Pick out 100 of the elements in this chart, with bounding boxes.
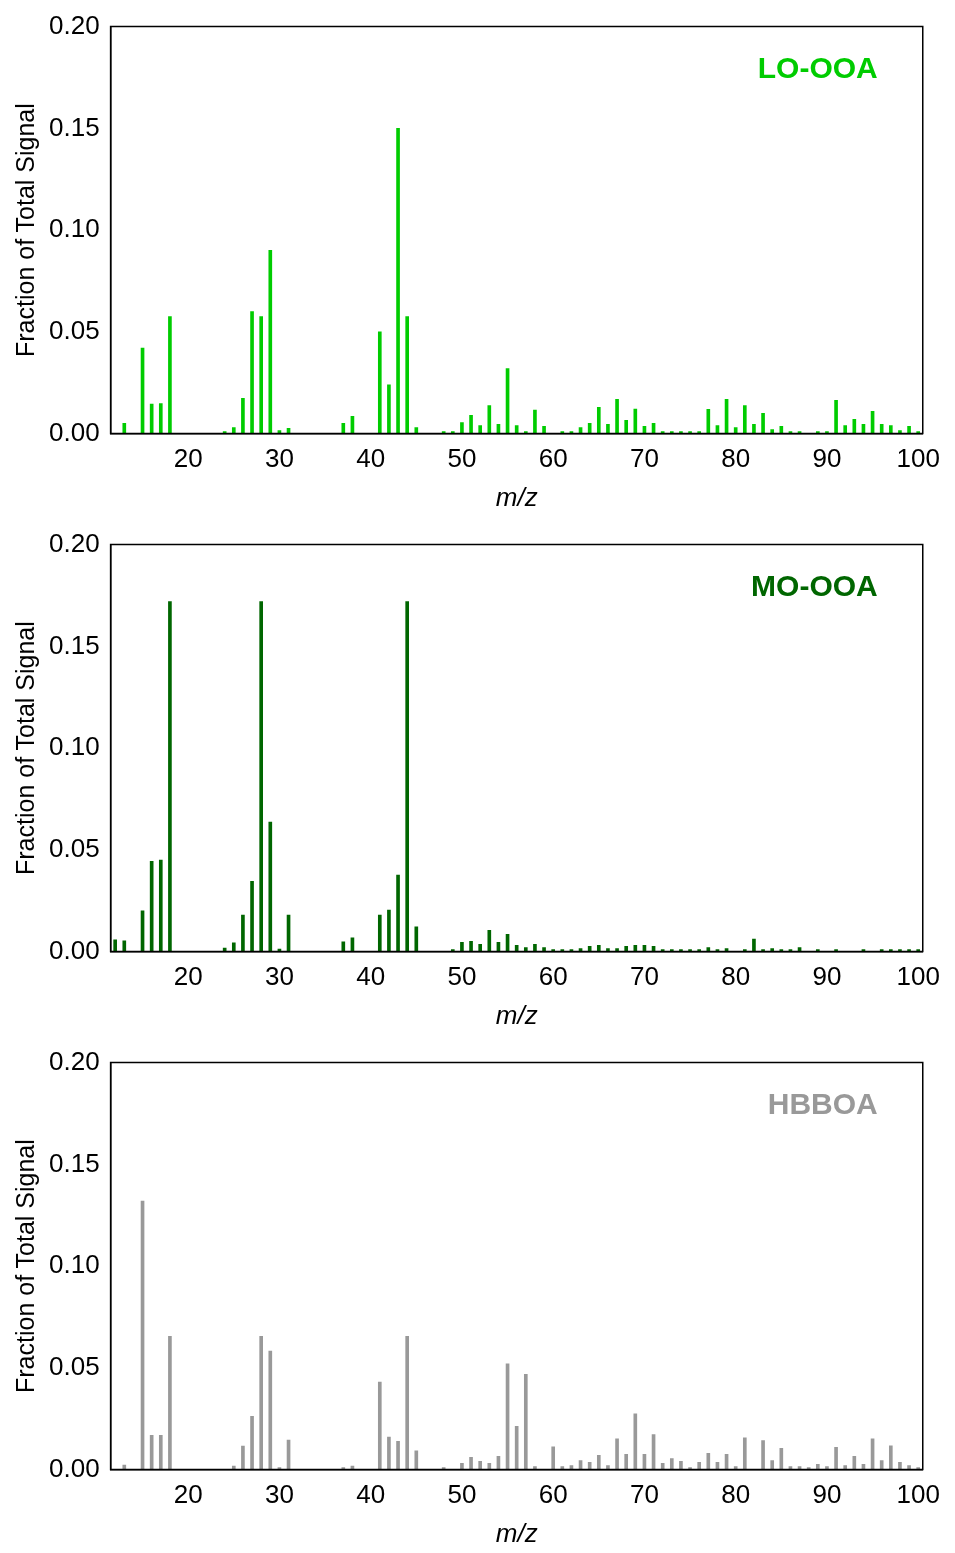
- x-tick-label: 30: [264, 443, 294, 474]
- x-tick-label: 50: [447, 1479, 477, 1510]
- x-axis-title: m/z: [495, 999, 538, 1030]
- bar: [733, 427, 738, 434]
- bar: [697, 1461, 702, 1470]
- bar: [533, 943, 537, 952]
- y-tick-label: 0.00: [48, 1452, 100, 1483]
- y-tick-label: 0.05: [48, 1351, 100, 1382]
- bar: [907, 425, 911, 434]
- bar: [606, 423, 610, 434]
- bar: [514, 425, 519, 434]
- x-tick-label: 20: [173, 443, 203, 474]
- bar: [396, 128, 400, 434]
- bar: [514, 1425, 519, 1470]
- bar: [523, 947, 528, 952]
- bar: [241, 398, 245, 434]
- bar: [596, 944, 601, 952]
- bar: [469, 940, 473, 952]
- bar: [405, 601, 410, 952]
- bar: [825, 1466, 829, 1470]
- bar: [606, 1465, 610, 1470]
- y-tick-label: 0.10: [48, 1249, 100, 1280]
- bar: [551, 1446, 556, 1470]
- bar: [615, 399, 619, 434]
- bar: [587, 945, 592, 952]
- bar: [405, 1335, 410, 1470]
- bar: [624, 945, 629, 952]
- y-axis-title: Fraction of Total Signal: [10, 103, 39, 358]
- bar: [387, 909, 391, 952]
- bar: [514, 944, 519, 952]
- x-tick-label: 70: [629, 443, 659, 474]
- y-tick-label: 0.05: [48, 315, 100, 346]
- bar: [679, 1460, 683, 1470]
- x-tick-label: 40: [356, 1479, 386, 1510]
- bar: [487, 930, 492, 952]
- bar: [259, 601, 263, 952]
- bar: [478, 943, 483, 952]
- bar: [377, 914, 382, 952]
- bar: [460, 422, 464, 434]
- bar: [168, 601, 172, 952]
- x-axis-title: m/z: [495, 1517, 538, 1548]
- bar: [158, 1435, 163, 1470]
- bar: [268, 821, 273, 952]
- y-tick-label: 0.20: [48, 527, 100, 558]
- bar: [779, 425, 784, 434]
- bar: [633, 1413, 638, 1470]
- bar: [898, 430, 902, 434]
- bar: [460, 941, 464, 952]
- x-tick-label: 100: [896, 961, 940, 992]
- bar: [770, 948, 775, 952]
- bar: [898, 1461, 902, 1470]
- bar: [250, 311, 254, 434]
- y-tick-label: 0.20: [48, 1045, 100, 1076]
- y-tick-label: 0.20: [48, 9, 100, 40]
- bar: [259, 1335, 263, 1470]
- x-tick-label: 50: [447, 961, 477, 992]
- bar: [660, 1462, 665, 1470]
- bar: [615, 1438, 619, 1470]
- y-tick-label: 0.15: [48, 1147, 100, 1178]
- bar: [122, 940, 127, 952]
- bar: [852, 419, 857, 434]
- bar: [387, 384, 391, 434]
- bar: [341, 941, 346, 952]
- bar: [478, 1460, 483, 1470]
- bar: [633, 408, 638, 434]
- bar: [158, 403, 163, 434]
- y-tick-label: 0.00: [48, 416, 100, 447]
- bar: [259, 316, 263, 434]
- bar: [414, 427, 419, 434]
- bar: [596, 1455, 601, 1470]
- x-tick-label: 100: [896, 443, 940, 474]
- bar: [779, 1448, 784, 1470]
- bar: [843, 1465, 848, 1470]
- bar: [888, 425, 893, 434]
- bar: [487, 1462, 492, 1470]
- bar: [268, 1350, 273, 1470]
- bar: [469, 1457, 473, 1470]
- x-tick-label: 90: [812, 443, 842, 474]
- bar: [834, 1447, 838, 1470]
- bar: [752, 423, 756, 434]
- bar: [533, 409, 537, 434]
- y-tick-label: 0.00: [48, 934, 100, 965]
- bar: [770, 1460, 775, 1470]
- y-axis-title: Fraction of Total Signal: [10, 621, 39, 876]
- bar: [460, 1462, 464, 1470]
- x-tick-label: 40: [356, 961, 386, 992]
- y-tick-label: 0.15: [48, 111, 100, 142]
- y-axis-title: Fraction of Total Signal: [10, 1139, 39, 1394]
- x-tick-label: 70: [629, 1479, 659, 1510]
- text: LO-OOA: [757, 50, 878, 84]
- x-tick-label: 80: [721, 961, 751, 992]
- bar: [414, 926, 419, 952]
- bar: [633, 944, 638, 952]
- bar: [168, 316, 172, 434]
- y-tick-label: 0.05: [48, 833, 100, 864]
- bar: [231, 942, 236, 952]
- bar: [487, 405, 492, 434]
- bar: [113, 939, 117, 952]
- x-tick-label: 90: [812, 961, 842, 992]
- bar: [907, 1465, 911, 1470]
